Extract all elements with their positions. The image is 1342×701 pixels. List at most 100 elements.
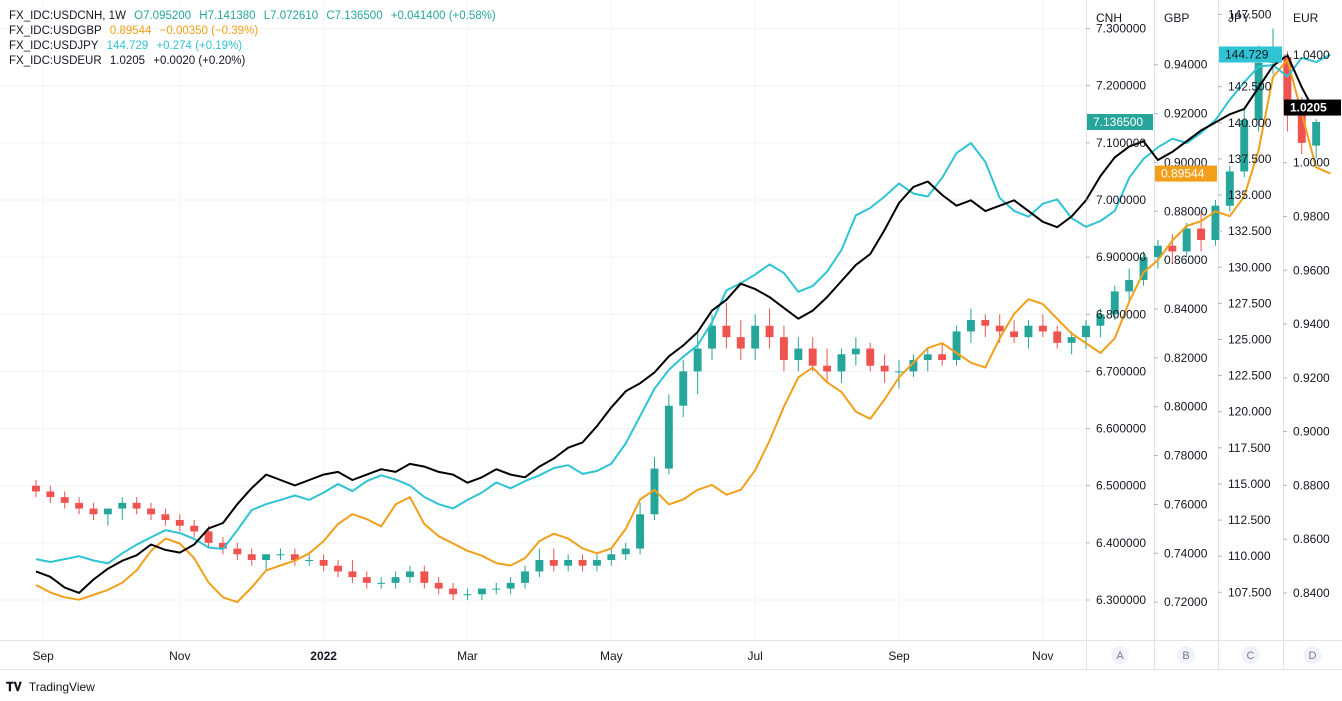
candle-body: [348, 571, 357, 578]
candle-body: [103, 508, 112, 515]
candle-body: [1082, 325, 1090, 338]
legend-value: 144.729: [106, 40, 149, 52]
axis-tick-label: 6.300000: [1096, 593, 1146, 607]
candle-body: [650, 468, 659, 515]
legend-change: +0.274 (+0.19%): [156, 40, 243, 52]
candle-body: [794, 348, 803, 360]
candle-body: [708, 325, 716, 349]
candle-body: [247, 554, 256, 560]
candle-body: [305, 560, 314, 561]
x-tick-label: Nov: [1032, 649, 1053, 663]
axis-tick-label: 6.900000: [1096, 250, 1146, 264]
axis-tick-label: 0.9600: [1293, 263, 1330, 277]
axis-tick-label: 6.600000: [1096, 422, 1146, 436]
candle-body: [866, 348, 875, 366]
legend-usdeur: FX_IDC:USDEUR 1.0205 +0.0020 (+0.20%): [9, 54, 501, 69]
tradingview-logo-icon: 𝐓𝐕: [6, 680, 22, 694]
axis-header-cnh: CNH: [1096, 11, 1122, 25]
candle-body: [506, 582, 515, 589]
last-value-badge-bg: [1284, 99, 1341, 116]
candle-body: [1010, 331, 1019, 338]
last-value-badge-bg: [1155, 165, 1217, 182]
candle-body: [1024, 325, 1033, 338]
axis-tick-label: 137.500: [1228, 152, 1272, 166]
candle-body: [32, 485, 40, 492]
legend-symbol: FX_IDC:USDCNH, 1W: [9, 10, 126, 22]
candle-body: [751, 325, 760, 349]
candle-body: [161, 514, 170, 520]
axis-tick-label: 0.9400: [1293, 317, 1330, 331]
candle-body: [319, 560, 328, 566]
candle-body: [1254, 62, 1263, 120]
axis-tick-label: 6.500000: [1096, 479, 1146, 493]
scale-letter-circle: [1241, 646, 1260, 664]
axis-tick-label: 127.500: [1228, 296, 1272, 310]
axis-tick-label: 6.800000: [1096, 307, 1146, 321]
candle-body: [1110, 291, 1119, 315]
legend-value: 0.89544: [109, 25, 152, 37]
axis-tick-label: 0.9200: [1293, 371, 1330, 385]
axis-tick-label: 0.72000: [1164, 595, 1208, 609]
scale-letter-circle: [1111, 646, 1129, 664]
candle-body: [564, 560, 573, 566]
axis-tick-label: 115.000: [1228, 477, 1271, 491]
axis-tick-label: 117.500: [1228, 441, 1271, 455]
candle-body: [995, 325, 1004, 332]
candle-body: [132, 502, 141, 509]
x-tick-label: Sep: [888, 649, 910, 663]
axis-tick-label: 7.200000: [1096, 79, 1146, 93]
candle-body: [549, 560, 558, 566]
scale-letter-b: B: [1182, 650, 1189, 662]
axis-tick-label: 0.76000: [1164, 497, 1208, 511]
axis-tick-label: 0.9000: [1293, 425, 1330, 439]
last-value-badge-bg: [1219, 46, 1282, 63]
last-value-badge-gbp: 0.89544: [1161, 167, 1205, 181]
axis-tick-label: 1.0000: [1293, 156, 1330, 170]
candle-body: [736, 337, 745, 349]
x-tick-label: Nov: [169, 649, 190, 663]
candle-body: [118, 502, 127, 509]
axis-tick-label: 142.500: [1228, 80, 1272, 94]
candle-body: [1139, 257, 1148, 280]
candle-body: [621, 548, 630, 555]
axis-tick-label: 0.84000: [1164, 302, 1208, 316]
axis-tick-label: 0.92000: [1164, 107, 1208, 121]
legend-usdgbp: FX_IDC:USDGBP 0.89544 −0.00350 (−0.39%): [9, 24, 501, 39]
candle-body: [190, 525, 199, 532]
candle-body: [1225, 171, 1234, 206]
candle-body: [276, 554, 285, 556]
axis-tick-label: 0.8600: [1293, 532, 1330, 546]
candle-body: [722, 325, 731, 338]
axis-tick-label: 0.82000: [1164, 351, 1208, 365]
candle-body: [966, 320, 975, 332]
candle-body: [779, 337, 788, 360]
candle-body: [1038, 325, 1047, 332]
candle-body: [1067, 337, 1076, 343]
candle-body: [1153, 245, 1162, 258]
legend-usdcnh: FX_IDC:USDCNH, 1W O7.095200 H7.141380 L7…: [9, 9, 501, 24]
candle-body: [1240, 120, 1249, 172]
candle-body: [1283, 57, 1292, 115]
axis-tick-label: 0.86000: [1164, 253, 1208, 267]
candle-body: [808, 348, 817, 366]
scale-letter-circle: [1303, 646, 1322, 664]
axis-tick-label: 0.94000: [1164, 58, 1208, 72]
axis-header-jpy: JPY: [1228, 11, 1250, 25]
usdeur-line: [35, 54, 1331, 594]
candle-body: [262, 554, 271, 560]
axis-tick-label: 0.78000: [1164, 449, 1208, 463]
candle-body: [765, 325, 774, 338]
scale-letter-c: C: [1247, 650, 1255, 662]
candle-body: [636, 514, 645, 549]
legend-change: +0.0020 (+0.20%): [153, 55, 246, 67]
candle-body: [391, 577, 400, 583]
scale-letter-d: D: [1309, 650, 1317, 662]
axis-tick-label: 130.000: [1228, 260, 1272, 274]
tradingview-logo[interactable]: 𝐓𝐕 TradingView: [6, 680, 95, 695]
candle-body: [693, 348, 702, 372]
candle-body: [477, 588, 486, 595]
candle-body: [851, 348, 860, 355]
candle-body: [420, 571, 429, 583]
usdgbp-line: [35, 58, 1331, 604]
legend-value: 1.0205: [109, 55, 146, 67]
